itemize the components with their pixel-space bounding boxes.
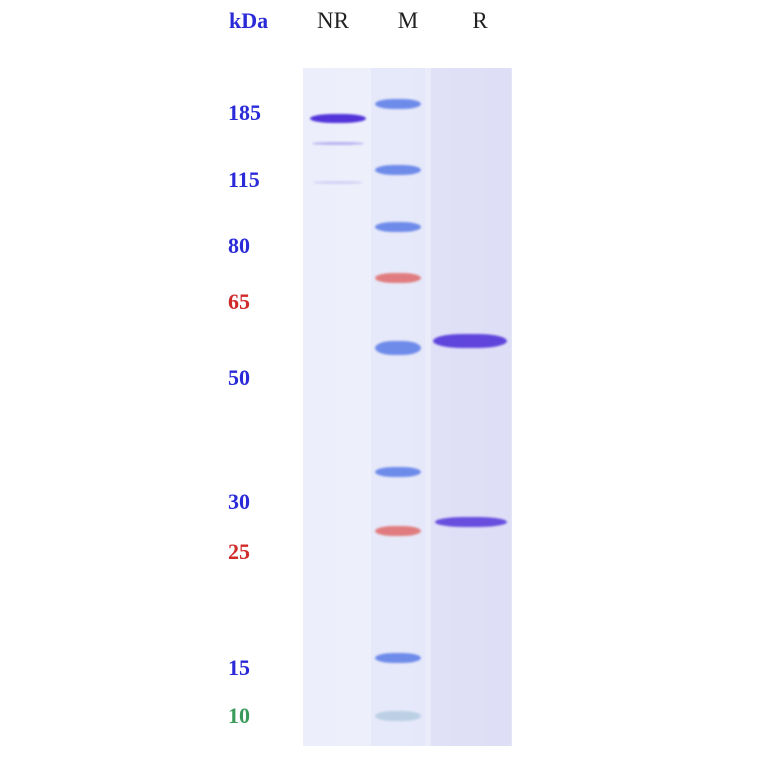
mw-label-115: 115 (228, 167, 260, 192)
marker-band-185 (375, 99, 421, 109)
marker-band-30 (375, 467, 421, 477)
gel-image (303, 68, 512, 746)
marker-band-25 (375, 526, 421, 536)
mw-label-10: 10 (228, 703, 250, 728)
mw-label-80: 80 (228, 233, 250, 258)
nr-main-band (310, 113, 366, 123)
nr-faint-band (313, 180, 363, 184)
mw-label-30: 30 (228, 489, 250, 514)
mw-label-65: 65 (228, 289, 250, 314)
marker-band-115 (375, 165, 421, 175)
mw-label-15: 15 (228, 655, 250, 680)
r-light-chain-band (435, 517, 507, 527)
lane-label-nr: NR (317, 8, 349, 33)
lane-label-m: M (397, 8, 419, 33)
lane-marker (371, 68, 425, 746)
mw-label-50: 50 (228, 365, 250, 390)
lane-r (431, 68, 511, 746)
lane-label-r: R (472, 8, 488, 33)
marker-band-50 (375, 341, 421, 355)
mw-label-25: 25 (228, 539, 250, 564)
r-heavy-chain-band (433, 334, 507, 348)
marker-band-10 (375, 711, 421, 721)
marker-band-65 (375, 273, 421, 283)
mw-label-185: 185 (228, 100, 261, 125)
kda-label: kDa (229, 8, 269, 33)
nr-minor-band (312, 141, 364, 145)
lane-nr (307, 68, 369, 746)
marker-band-15 (375, 653, 421, 663)
marker-band-80 (375, 222, 421, 232)
